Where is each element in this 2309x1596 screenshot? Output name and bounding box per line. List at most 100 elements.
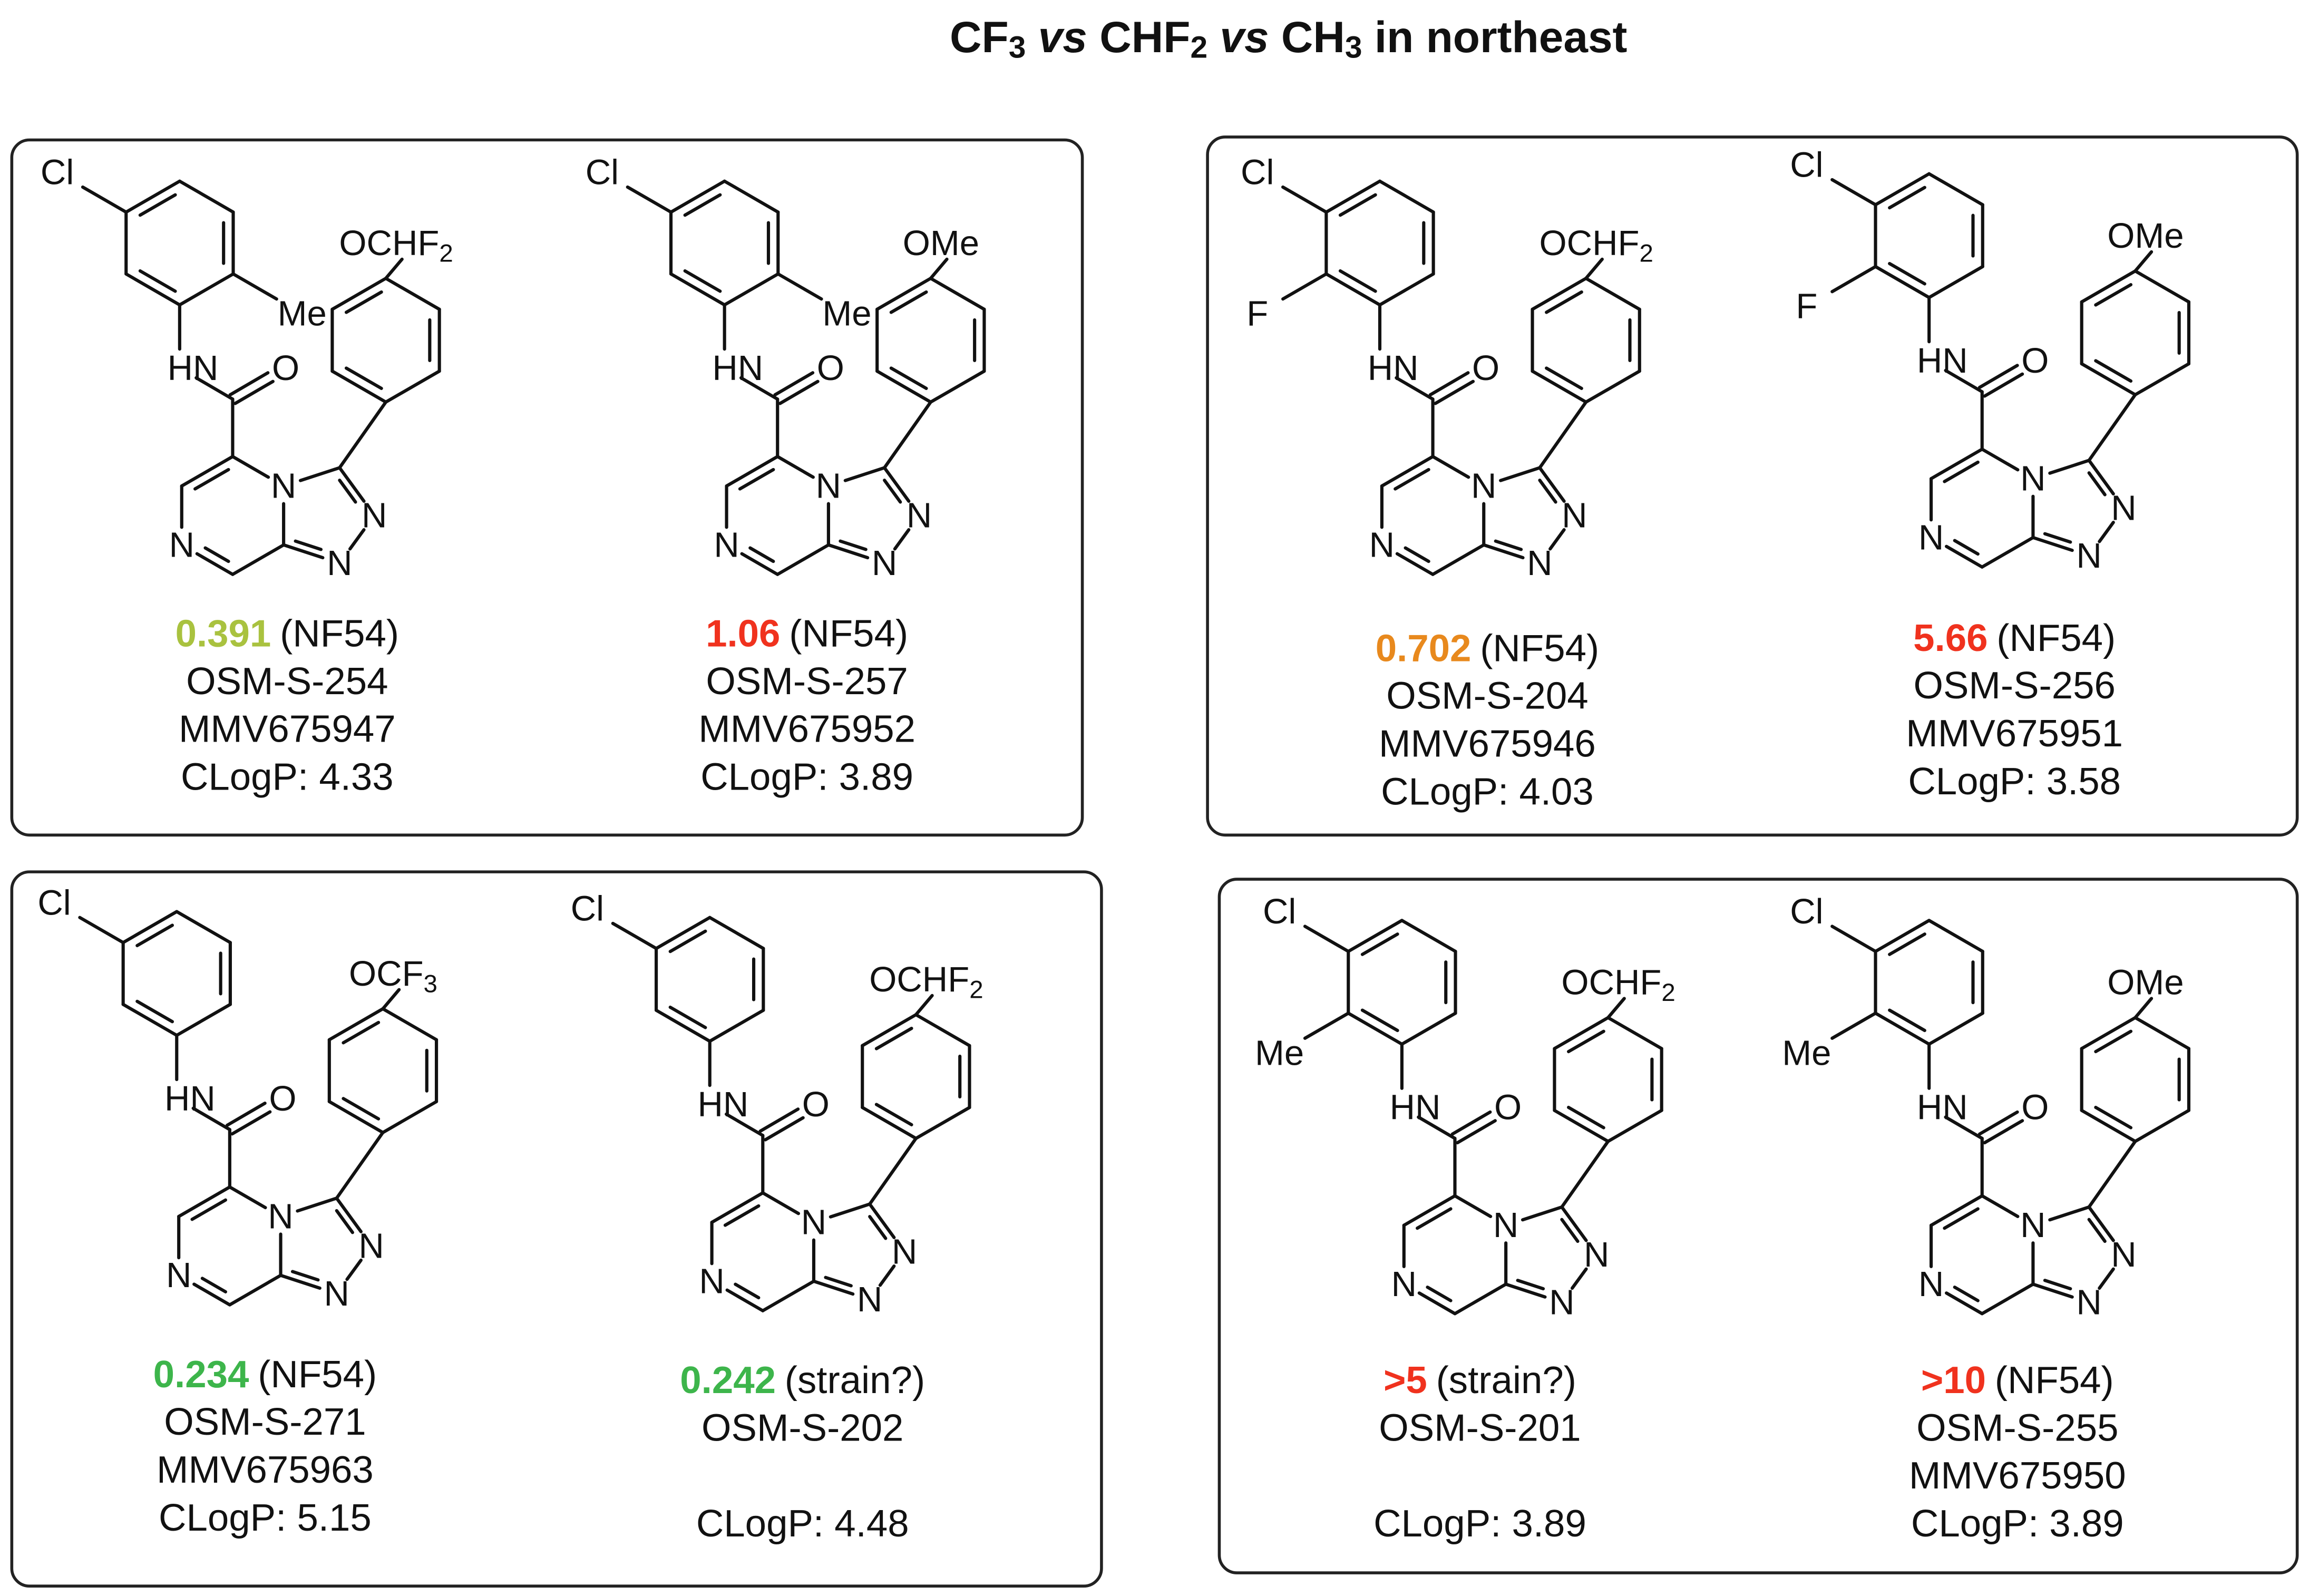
clogp: CLogP: 3.89: [1911, 1502, 2124, 1545]
atom-label: N: [872, 543, 897, 583]
clogp: CLogP: 4.48: [696, 1502, 909, 1545]
panel-box: [10, 138, 1084, 837]
bond: [764, 1116, 805, 1142]
assay: (NF54): [258, 1352, 377, 1395]
atom-label: O: [269, 1079, 296, 1118]
text-part: in northeast: [1362, 12, 1628, 62]
double-bond-line: [1516, 1279, 1545, 1291]
bond: [776, 272, 823, 301]
double-bond-line: [668, 1005, 707, 1029]
bond: [655, 1008, 712, 1043]
atom-label: O: [2021, 1088, 2049, 1127]
bond: [1482, 543, 1525, 560]
subscript: 3: [1009, 30, 1026, 64]
atom-label: N: [169, 525, 194, 565]
atom-label: Me: [278, 294, 327, 334]
bond: [1538, 466, 1566, 503]
atom-label: Cl: [586, 152, 619, 192]
bond: [381, 988, 401, 1011]
double-bond-line: [1404, 546, 1430, 563]
compound-id: OSM-S-202: [702, 1406, 903, 1449]
bond: [226, 1102, 267, 1127]
double-bond-line: [294, 539, 323, 551]
double-bond-line: [1888, 186, 1926, 210]
bond: [1450, 1110, 1492, 1136]
bond: [381, 1099, 439, 1134]
bond: [1521, 1205, 1564, 1222]
bond: [2133, 269, 2191, 304]
bond: [1456, 1119, 1497, 1145]
substituent-label: OMe: [2107, 962, 2184, 1002]
bond: [2087, 459, 2115, 495]
bond: [929, 257, 949, 280]
clogp: CLogP: 3.89: [700, 755, 913, 798]
subscript: 3: [424, 970, 437, 998]
bond: [279, 1273, 321, 1290]
bond: [669, 179, 726, 214]
potency-value: 0.242: [680, 1359, 776, 1402]
double-bond-line: [138, 269, 177, 293]
atom-label: N: [816, 466, 841, 506]
atom-label: N: [2076, 536, 2101, 576]
double-bond-line: [2094, 1029, 2133, 1054]
atom-label: N: [1549, 1283, 1574, 1322]
bond: [1927, 172, 1984, 207]
bond: [626, 185, 673, 214]
bond: [829, 1202, 872, 1219]
bond: [2080, 1016, 2137, 1050]
atom-label: O: [272, 348, 299, 388]
bond: [812, 1279, 855, 1296]
bond: [2087, 1205, 2115, 1242]
bond: [761, 1191, 801, 1215]
bond: [1929, 1194, 1984, 1227]
text-part: OMe: [2107, 216, 2184, 256]
atom-label: N: [166, 1256, 191, 1295]
double-bond-line: [1538, 479, 1557, 504]
bond: [914, 994, 934, 1017]
atom-label: HN: [1917, 1088, 1968, 1127]
bond: [335, 1131, 385, 1200]
double-bond-line: [135, 999, 174, 1024]
subscript: 3: [1345, 30, 1362, 64]
bond: [1983, 1119, 2024, 1145]
double-bond-line: [1545, 366, 1583, 390]
bond: [2133, 1016, 2191, 1050]
bond: [2080, 1108, 2137, 1143]
double-bond-line: [1953, 539, 1980, 556]
bond: [1606, 1108, 1663, 1143]
atom-label: Cl: [1263, 892, 1296, 931]
atom-label: N: [327, 543, 352, 583]
double-bond-line: [203, 546, 230, 563]
bond: [1584, 369, 1641, 404]
bond: [2133, 362, 2191, 396]
bond: [914, 1106, 971, 1140]
clogp: CLogP: 3.89: [1373, 1502, 1586, 1545]
double-bond-line: [889, 290, 928, 314]
bond: [124, 272, 181, 307]
bond: [384, 257, 404, 280]
bond: [1570, 1267, 1588, 1290]
atom-label: N: [1584, 1235, 1609, 1274]
bond: [1281, 185, 1328, 214]
atom-label: Cl: [37, 883, 71, 922]
bond: [1560, 1140, 1610, 1209]
potency-value: 5.66: [1913, 616, 1988, 659]
bond: [1606, 997, 1626, 1019]
double-bond-line: [683, 193, 722, 217]
atom-label: Cl: [1790, 145, 1823, 184]
substituent-label: OCF3: [349, 953, 437, 998]
bond: [883, 400, 932, 470]
bond: [282, 543, 325, 560]
double-bond-line: [883, 479, 902, 504]
subscript: 2: [969, 976, 983, 1004]
atom-label: N: [1493, 1205, 1518, 1245]
bond: [296, 1196, 338, 1213]
atom-label: N: [1562, 495, 1587, 535]
bond: [330, 369, 388, 404]
atom-label: O: [817, 348, 844, 388]
bond: [175, 1003, 232, 1037]
bond: [2080, 362, 2137, 396]
bond: [2098, 1267, 2115, 1290]
atom-label: N: [801, 1203, 826, 1242]
